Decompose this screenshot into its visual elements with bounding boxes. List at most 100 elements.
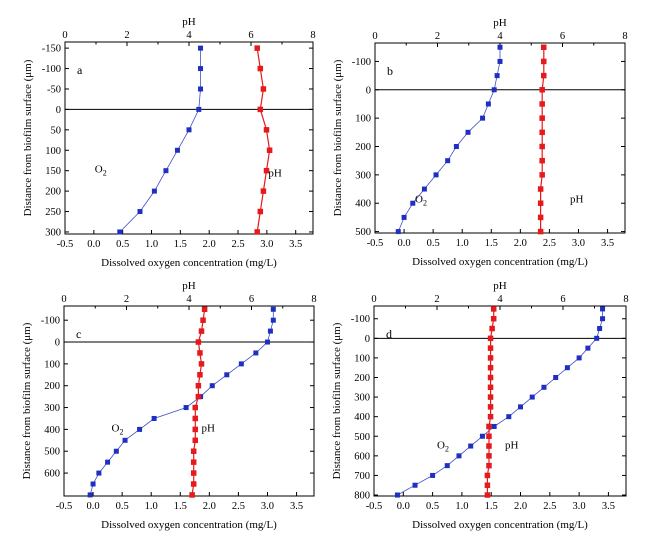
data-point bbox=[163, 168, 169, 174]
bottom-tick-label: 1.0 bbox=[145, 239, 158, 250]
data-point bbox=[597, 326, 603, 332]
data-point bbox=[197, 372, 203, 378]
y-axis-label: Distance from biofilm surface (μm) bbox=[22, 59, 34, 216]
data-point bbox=[489, 325, 495, 332]
bottom-tick-label: 3.5 bbox=[290, 501, 303, 512]
chart-panel-c: -0.5 0.0 0.5 1.0 1.5 2.0 2.5 3.0 3.5 Dissolved ox… bbox=[21, 280, 317, 531]
y-tick-label: 300 bbox=[354, 393, 370, 404]
y-tick-label: 50 bbox=[51, 125, 62, 136]
bottom-tick-label: 0.5 bbox=[116, 239, 129, 250]
bottom-axis-label: Dissolved oxygen concentration (mg/L) bbox=[412, 256, 588, 268]
y-tick-label: 300 bbox=[355, 170, 371, 181]
top-tick-label: 8 bbox=[623, 294, 628, 305]
bottom-axis-label: Dissolved oxygen concentration (mg/L) bbox=[412, 519, 588, 531]
data-point bbox=[190, 470, 197, 476]
top-tick-label: 4 bbox=[186, 30, 192, 41]
top-tick-label: 2 bbox=[435, 31, 440, 42]
data-point bbox=[260, 86, 267, 92]
series-ph: pH bbox=[189, 306, 216, 498]
bottom-tick-label: 3.0 bbox=[261, 501, 274, 512]
data-point bbox=[484, 472, 491, 479]
top-axis-label: pH bbox=[182, 280, 196, 292]
data-point bbox=[491, 423, 497, 429]
top-tick-label: 4 bbox=[497, 31, 503, 42]
data-point bbox=[198, 66, 204, 72]
data-point bbox=[196, 106, 202, 112]
data-point bbox=[487, 345, 494, 351]
data-point bbox=[137, 209, 143, 215]
panel-letter: a bbox=[77, 63, 83, 77]
data-point bbox=[479, 433, 485, 439]
data-point bbox=[486, 433, 492, 440]
y-axis-label: Distance from biofilm surface (μm) bbox=[21, 322, 33, 479]
series-ph: pH bbox=[537, 44, 584, 235]
top-tick-label: 6 bbox=[560, 294, 565, 305]
top-tick-label: 2 bbox=[124, 30, 129, 41]
y-tick-label: -100 bbox=[42, 64, 61, 75]
bottom-tick-label: 2.0 bbox=[203, 501, 216, 512]
y-tick-label: 400 bbox=[44, 425, 60, 436]
series-o2: O2 bbox=[395, 44, 503, 235]
data-point bbox=[394, 492, 400, 498]
y-tick-label: 100 bbox=[45, 146, 61, 157]
data-point bbox=[198, 45, 204, 51]
series-ph: pH bbox=[254, 45, 282, 235]
y-axis-label: Distance from biofilm surface (μm) bbox=[331, 322, 343, 479]
bottom-tick-label: 0.5 bbox=[427, 238, 440, 249]
data-point bbox=[487, 355, 494, 361]
data-point bbox=[490, 315, 497, 322]
bottom-tick-label: 0.5 bbox=[426, 501, 439, 512]
y-tick-label: 300 bbox=[45, 227, 61, 238]
series-ph: pH bbox=[484, 306, 519, 498]
series-label-ph: pH bbox=[202, 422, 216, 434]
data-point bbox=[401, 214, 407, 220]
data-point bbox=[200, 317, 206, 323]
bottom-tick-label: 1.5 bbox=[174, 239, 187, 250]
data-point bbox=[410, 200, 416, 206]
data-point bbox=[260, 188, 267, 194]
bottom-tick-label: 1.0 bbox=[145, 501, 158, 512]
series-label-subscript: 2 bbox=[445, 445, 449, 454]
data-point bbox=[487, 413, 494, 420]
y-tick-label: -100 bbox=[351, 314, 370, 325]
bottom-tick-label: 3.5 bbox=[601, 238, 614, 249]
series-label-ph: pH bbox=[570, 194, 584, 206]
data-point bbox=[541, 58, 547, 65]
data-point bbox=[198, 328, 205, 334]
data-point bbox=[453, 144, 459, 150]
panel-letter: b bbox=[387, 64, 393, 78]
y-tick-label: 0 bbox=[365, 334, 370, 345]
data-point bbox=[198, 86, 204, 92]
y-tick-label: 0 bbox=[366, 85, 371, 96]
y-tick-label: 200 bbox=[45, 187, 61, 198]
data-point bbox=[197, 350, 203, 356]
plot-frame bbox=[63, 305, 315, 497]
series-line bbox=[119, 48, 201, 233]
series-label-o2: O2 bbox=[95, 164, 107, 178]
bottom-tick-label: 1.0 bbox=[455, 501, 468, 512]
y-tick-label: 100 bbox=[44, 359, 60, 370]
y-tick-label: 100 bbox=[355, 114, 371, 125]
data-point bbox=[564, 365, 570, 371]
y-tick-label: 500 bbox=[355, 227, 371, 238]
top-tick-label: 8 bbox=[310, 30, 315, 41]
y-tick-label: 300 bbox=[44, 403, 60, 414]
data-point bbox=[186, 127, 192, 133]
data-point bbox=[151, 188, 157, 194]
bottom-tick-label: 0.0 bbox=[87, 239, 100, 250]
data-point bbox=[529, 394, 535, 400]
series-label-ph: pH bbox=[268, 167, 282, 179]
panel-letter: c bbox=[76, 327, 81, 341]
data-point bbox=[257, 65, 264, 72]
top-tick-label: 4 bbox=[497, 294, 503, 305]
y-tick-label: 600 bbox=[44, 469, 60, 480]
y-tick-label: 800 bbox=[354, 491, 370, 502]
panel-letter: d bbox=[386, 327, 392, 341]
data-point bbox=[257, 208, 264, 215]
data-point bbox=[238, 361, 244, 367]
data-point bbox=[421, 186, 427, 192]
top-axis-label: pH bbox=[182, 16, 196, 28]
data-point bbox=[490, 306, 497, 312]
data-point bbox=[192, 415, 198, 422]
data-point bbox=[201, 306, 208, 313]
